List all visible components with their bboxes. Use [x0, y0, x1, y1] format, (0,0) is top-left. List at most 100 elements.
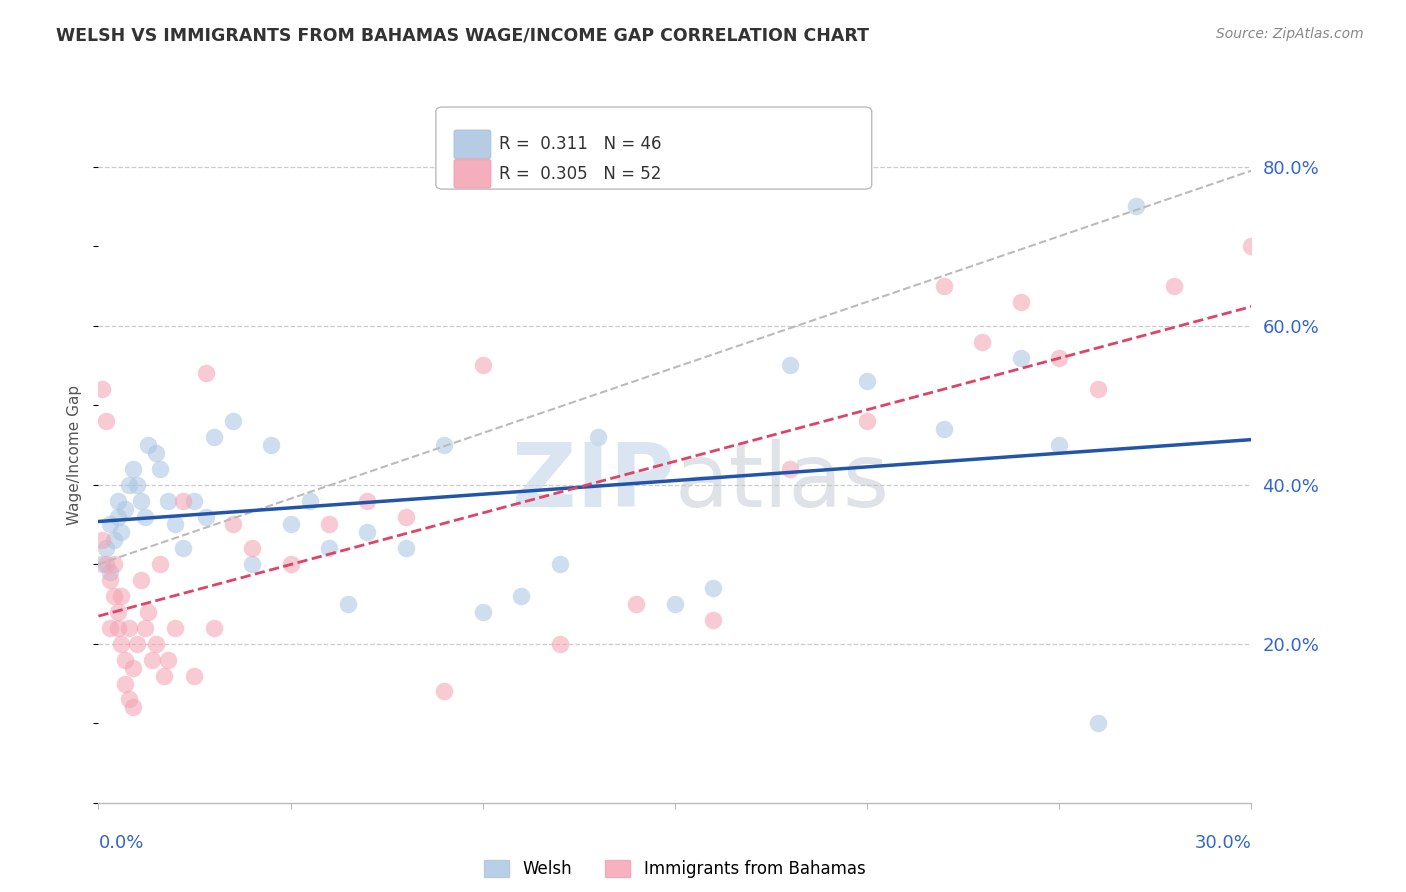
Point	[626, 597, 648, 611]
Point	[107, 509, 129, 524]
Point	[122, 462, 145, 476]
Text: ZIP: ZIP	[512, 439, 675, 526]
Point	[107, 605, 129, 619]
Point	[202, 430, 225, 444]
Point	[195, 509, 218, 524]
Point	[1010, 351, 1032, 365]
Point	[1047, 351, 1070, 365]
Point	[134, 621, 156, 635]
Point	[114, 676, 136, 690]
Point	[1010, 294, 1032, 309]
Point	[471, 359, 494, 373]
Text: 30.0%: 30.0%	[1195, 834, 1251, 852]
Point	[356, 493, 378, 508]
Point	[548, 637, 571, 651]
Point	[118, 477, 141, 491]
Point	[94, 541, 117, 556]
Point	[337, 597, 360, 611]
Text: R =  0.311   N = 46: R = 0.311 N = 46	[499, 136, 662, 153]
Point	[152, 668, 174, 682]
Point	[433, 684, 456, 698]
Point	[779, 359, 801, 373]
Point	[932, 279, 955, 293]
Point	[110, 525, 132, 540]
Point	[172, 541, 194, 556]
Point	[156, 493, 179, 508]
Point	[471, 605, 494, 619]
Point	[122, 700, 145, 714]
Point	[118, 692, 141, 706]
Text: R =  0.305   N = 52: R = 0.305 N = 52	[499, 165, 661, 183]
Point	[98, 517, 121, 532]
Text: atlas: atlas	[675, 439, 890, 526]
Point	[165, 517, 187, 532]
Point	[240, 541, 263, 556]
Point	[222, 517, 245, 532]
Point	[972, 334, 994, 349]
Point	[318, 517, 340, 532]
Point	[149, 558, 172, 572]
Point	[110, 637, 132, 651]
Point	[183, 493, 205, 508]
Point	[91, 382, 114, 396]
Point	[134, 509, 156, 524]
Point	[172, 493, 194, 508]
Point	[138, 438, 160, 452]
Point	[125, 637, 148, 651]
Point	[856, 375, 879, 389]
Point	[94, 414, 117, 428]
Point	[586, 430, 609, 444]
Legend: Welsh, Immigrants from Bahamas: Welsh, Immigrants from Bahamas	[478, 854, 872, 885]
Point	[1240, 239, 1263, 253]
Point	[702, 581, 724, 595]
Point	[1163, 279, 1185, 293]
Point	[1087, 382, 1109, 396]
Point	[395, 541, 418, 556]
Point	[165, 621, 187, 635]
Point	[702, 613, 724, 627]
Point	[91, 558, 114, 572]
Point	[103, 558, 125, 572]
Point	[240, 558, 263, 572]
Point	[118, 621, 141, 635]
Point	[548, 558, 571, 572]
Point	[129, 493, 152, 508]
Text: WELSH VS IMMIGRANTS FROM BAHAMAS WAGE/INCOME GAP CORRELATION CHART: WELSH VS IMMIGRANTS FROM BAHAMAS WAGE/IN…	[56, 27, 869, 45]
Point	[114, 653, 136, 667]
Point	[145, 637, 167, 651]
Point	[202, 621, 225, 635]
Text: 0.0%: 0.0%	[98, 834, 143, 852]
Point	[280, 517, 302, 532]
Point	[98, 621, 121, 635]
Point	[98, 573, 121, 587]
Point	[107, 621, 129, 635]
Point	[856, 414, 879, 428]
Point	[664, 597, 686, 611]
Point	[1047, 438, 1070, 452]
Point	[138, 605, 160, 619]
Point	[1125, 199, 1147, 213]
Point	[141, 653, 163, 667]
Point	[149, 462, 172, 476]
Point	[395, 509, 418, 524]
Point	[356, 525, 378, 540]
Y-axis label: Wage/Income Gap: Wage/Income Gap	[67, 384, 83, 525]
Point	[156, 653, 179, 667]
Point	[129, 573, 152, 587]
Point	[125, 477, 148, 491]
Point	[433, 438, 456, 452]
Point	[94, 558, 117, 572]
Point	[510, 589, 533, 603]
Point	[107, 493, 129, 508]
Point	[222, 414, 245, 428]
Point	[91, 533, 114, 548]
Point	[122, 660, 145, 674]
Point	[1087, 716, 1109, 731]
Point	[114, 501, 136, 516]
Point	[195, 367, 218, 381]
Point	[145, 446, 167, 460]
Point	[103, 589, 125, 603]
Point	[183, 668, 205, 682]
Point	[280, 558, 302, 572]
Point	[98, 565, 121, 579]
